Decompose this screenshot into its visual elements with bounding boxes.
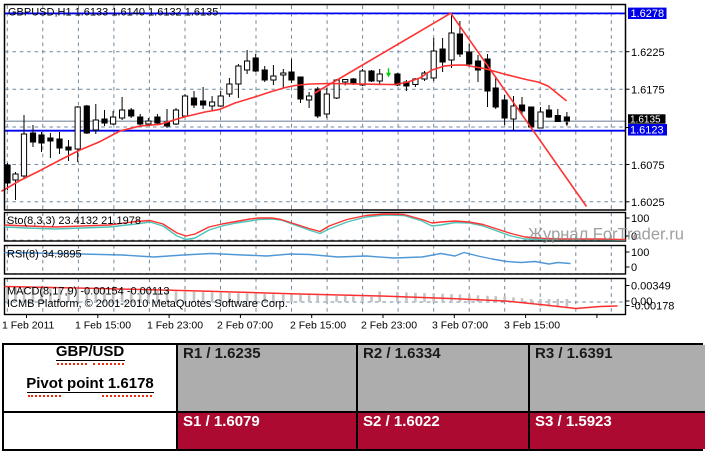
svg-text:-0.00178: -0.00178 xyxy=(631,301,674,313)
svg-text:1 Feb 2011: 1 Feb 2011 xyxy=(2,319,55,331)
svg-text:2 Feb 07:00: 2 Feb 07:00 xyxy=(217,319,273,331)
svg-text:MACD(8,17,9) -0.00154 -0.00113: MACD(8,17,9) -0.00154 -0.00113 xyxy=(7,286,169,298)
svg-text:1.6135: 1.6135 xyxy=(630,114,661,125)
svg-text:1 Feb 15:00: 1 Feb 15:00 xyxy=(75,319,131,331)
svg-text:100: 100 xyxy=(631,213,649,225)
svg-text:1.6025: 1.6025 xyxy=(631,197,665,209)
svg-text:1.6225: 1.6225 xyxy=(631,47,665,59)
svg-text:RSI(8) 34.9895: RSI(8) 34.9895 xyxy=(7,248,82,260)
svg-text:Sto(8,3,3) 23.4132 21.1978: Sto(8,3,3) 23.4132 21.1978 xyxy=(7,215,141,227)
svg-text:1 Feb 23:00: 1 Feb 23:00 xyxy=(147,319,203,331)
svg-text:2 Feb 23:00: 2 Feb 23:00 xyxy=(361,319,417,331)
svg-text:1.6123: 1.6123 xyxy=(630,125,664,137)
svg-text:0.00: 0.00 xyxy=(631,296,652,308)
svg-text:100: 100 xyxy=(631,247,649,259)
svg-text:Журнал ForTrader.ru: Журнал ForTrader.ru xyxy=(528,226,684,244)
svg-text:0: 0 xyxy=(631,262,637,274)
svg-text:1.6175: 1.6175 xyxy=(631,85,665,97)
svg-text:0.00349: 0.00349 xyxy=(631,281,671,293)
svg-text:GBPUSD,H1 1.6133 1.6140 1.613: GBPUSD,H1 1.6133 1.6140 1.6132 1.6135 xyxy=(8,7,218,19)
svg-text:0: 0 xyxy=(631,231,637,243)
svg-text:2 Feb 15:00: 2 Feb 15:00 xyxy=(290,319,346,331)
svg-text:3 Feb 07:00: 3 Feb 07:00 xyxy=(432,319,488,331)
svg-text:ICMB Platform, © 2001-2010 Met: ICMB Platform, © 2001-2010 MetaQuotes So… xyxy=(7,298,288,310)
svg-text:1.6075: 1.6075 xyxy=(631,160,665,172)
svg-text:1.6278: 1.6278 xyxy=(631,8,665,20)
svg-text:3 Feb 15:00: 3 Feb 15:00 xyxy=(504,319,560,331)
